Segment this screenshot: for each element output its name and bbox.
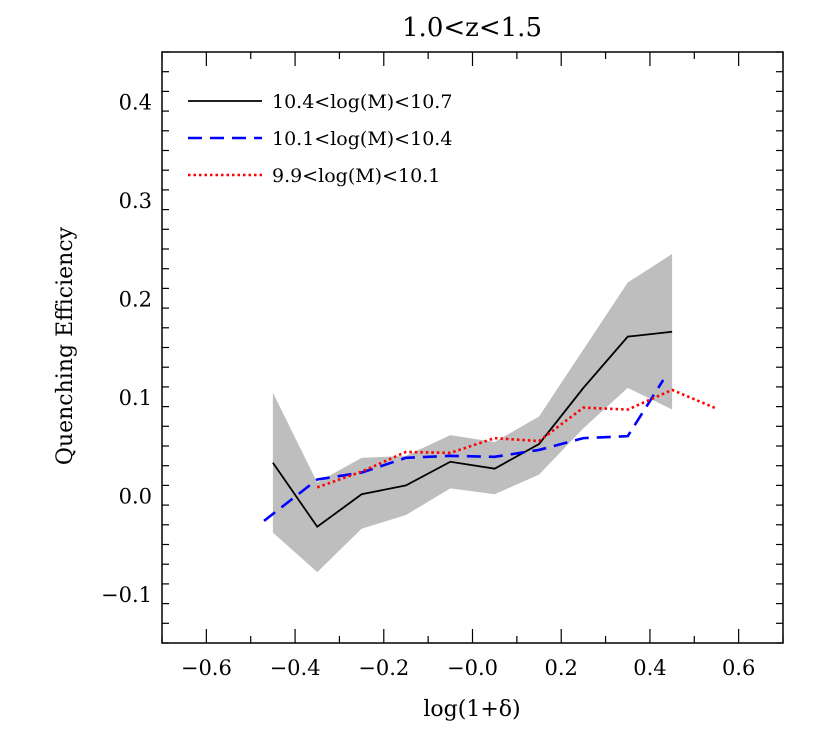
- x-axis-label: log(1+δ): [423, 697, 520, 722]
- series-line-1: [272, 330, 673, 529]
- x-tick-label: −0.6: [181, 656, 232, 680]
- tick-layer: [161, 51, 784, 644]
- x-tick-label: 0.4: [633, 656, 666, 680]
- series-layer: [263, 330, 717, 529]
- chart-title: 1.0<z<1.5: [402, 13, 542, 43]
- y-tick-label: −0.1: [101, 583, 152, 607]
- y-axis-label: Quenching Efficiency: [53, 226, 78, 465]
- x-tick-label: −0.4: [270, 656, 321, 680]
- y-tick-label: 0.0: [119, 484, 152, 508]
- legend-label-3: 9.9<log(M)<10.1: [272, 165, 440, 187]
- legend-label-2: 10.1<log(M)<10.4: [272, 128, 452, 150]
- confidence-band-layer: [272, 253, 673, 573]
- series-line-2: [263, 379, 665, 522]
- x-tick-label: 0.6: [722, 656, 755, 680]
- tick-label-layer: −0.6 −0.4 −0.2 −0.0 0.2 0.4 0.6 −0.1 0.0 0.1 0.2 0.…: [101, 90, 755, 680]
- x-tick-label: 0.2: [545, 656, 578, 680]
- y-tick-label: 0.2: [119, 287, 152, 311]
- y-tick-label: 0.3: [119, 189, 152, 213]
- y-tick-label: 0.4: [119, 90, 152, 114]
- plot-frame: [161, 51, 784, 644]
- x-tick-label: −0.0: [447, 656, 498, 680]
- legend: 10.4<log(M)<10.7 10.1<log(M)<10.4 9.9<log(…: [188, 91, 452, 187]
- y-tick-label: 0.1: [119, 386, 152, 410]
- x-tick-label: −0.2: [358, 656, 409, 680]
- confidence-band: [272, 253, 673, 573]
- legend-label-1: 10.4<log(M)<10.7: [272, 91, 452, 113]
